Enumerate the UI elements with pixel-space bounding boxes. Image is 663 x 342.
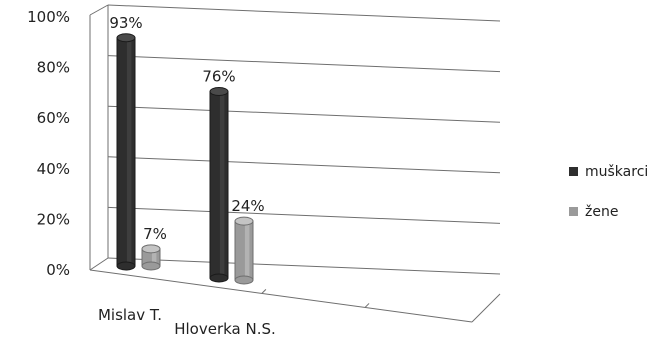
legend-label: žene	[585, 204, 618, 220]
x-category-label: Mislav T.	[98, 306, 162, 324]
y-axis-ticks: 0% 20% 40% 60% 80% 100%	[27, 8, 70, 279]
bar-base	[209, 273, 229, 283]
y-tick-label: 0%	[46, 261, 70, 279]
data-label: 93%	[109, 14, 142, 32]
gridline	[107, 105, 501, 123]
x-category-label: Hloverka N.S.	[174, 320, 276, 338]
y-tick-label: 80%	[37, 59, 70, 77]
bar-highlight	[126, 37, 132, 266]
bar-base	[234, 275, 254, 285]
bar-highlight	[244, 221, 250, 280]
legend: muškarci žene	[569, 164, 648, 220]
data-label: 24%	[231, 197, 264, 215]
bar-cap	[141, 244, 161, 254]
data-labels: 93% 7% 76% 24%	[109, 14, 264, 243]
gridline	[107, 4, 501, 22]
bar-muškarci-1	[116, 33, 136, 271]
legend-label: muškarci	[585, 164, 648, 180]
bar-body	[209, 90, 229, 279]
bar-body	[234, 220, 254, 281]
y-tick-label: 60%	[37, 109, 70, 127]
x-axis-categories: Mislav T. Hloverka N.S.	[98, 306, 276, 338]
wall-top-edge	[89, 4, 109, 16]
gridline	[107, 257, 501, 275]
bar-highlight	[219, 91, 225, 278]
bar-cap	[209, 86, 229, 96]
bar-base	[116, 261, 136, 271]
floor-tick	[261, 289, 267, 294]
y-tick-label: 20%	[37, 210, 70, 228]
y-tick-label: 40%	[37, 160, 70, 178]
bar-žene-2	[234, 216, 254, 285]
gridline	[107, 206, 501, 224]
bar-base	[141, 261, 161, 271]
floor-tick	[364, 303, 370, 308]
bars	[116, 33, 254, 285]
gridline	[107, 156, 501, 174]
y-tick-label: 100%	[27, 8, 70, 26]
legend-swatch	[569, 167, 578, 176]
floor-left-edge	[89, 257, 109, 271]
bar-cap	[116, 33, 136, 43]
legend-swatch	[569, 207, 578, 216]
data-label: 7%	[143, 225, 167, 243]
gridlines	[107, 4, 501, 275]
bar-highlight	[151, 248, 157, 266]
bar-body	[116, 37, 136, 267]
chart-walls	[89, 4, 501, 323]
data-label: 76%	[202, 67, 235, 85]
bar-žene-1	[141, 244, 161, 271]
floor-right-edge	[471, 293, 501, 323]
floor-front-edge	[89, 269, 473, 323]
gridline	[107, 55, 501, 73]
bar-cap	[234, 216, 254, 226]
bar-muškarci-2	[209, 86, 229, 283]
